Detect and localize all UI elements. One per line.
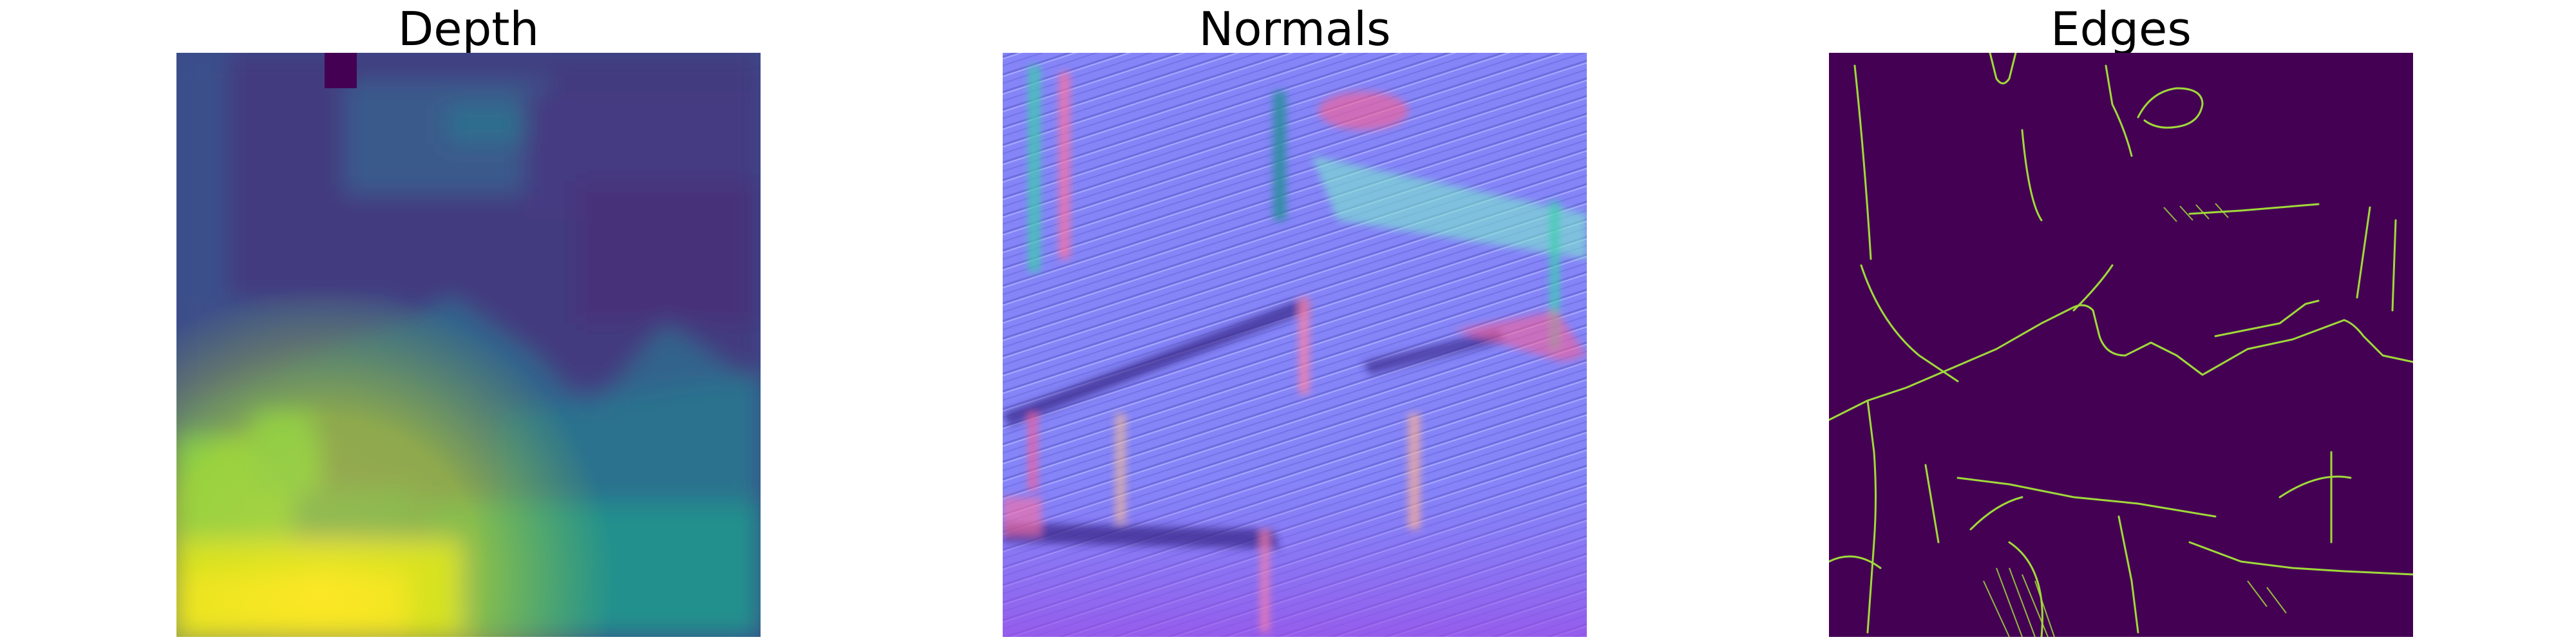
depth-map-image xyxy=(176,53,761,637)
normals-title: Normals xyxy=(1198,2,1391,56)
depth-title: Depth xyxy=(397,2,540,56)
normals-map-image xyxy=(1003,53,1587,637)
edges-map-image xyxy=(1829,53,2413,637)
edges-title: Edges xyxy=(2050,2,2192,56)
